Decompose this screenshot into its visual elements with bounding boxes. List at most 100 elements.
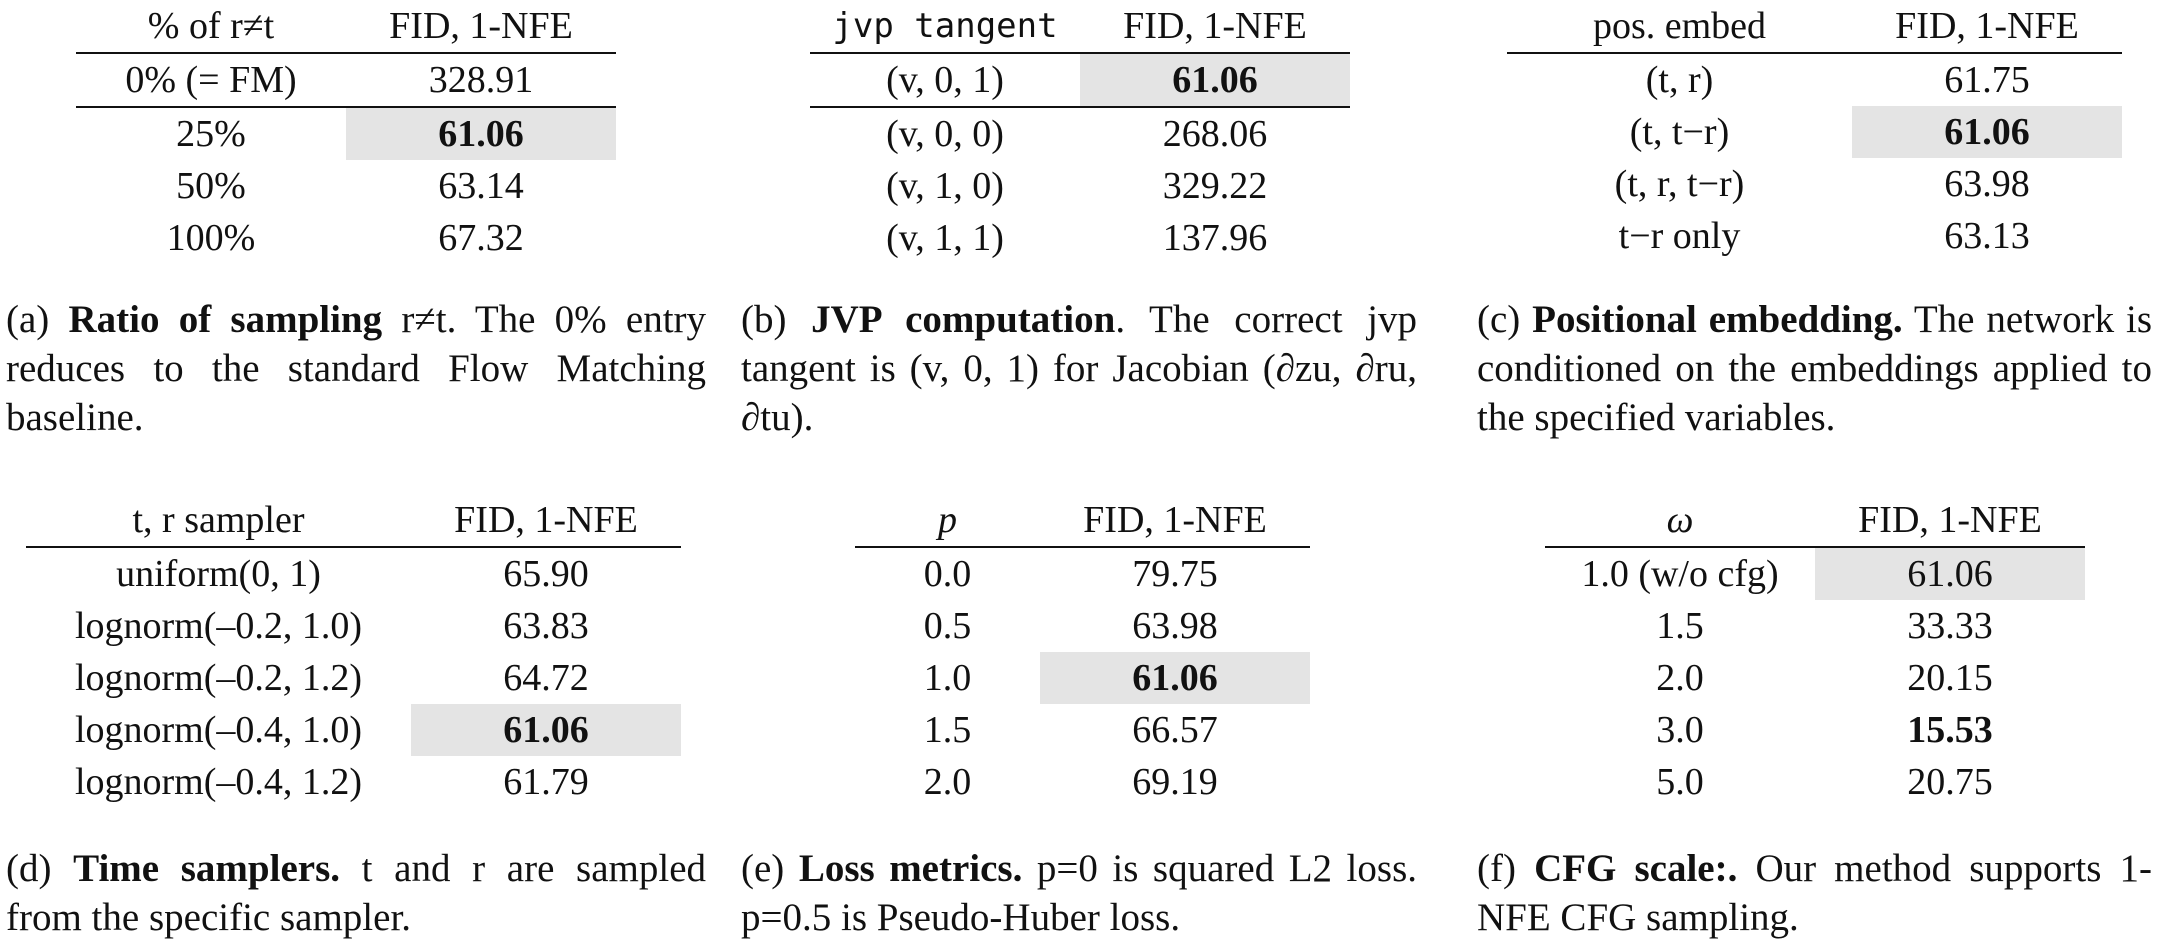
cell-fid: 63.83 — [503, 605, 589, 647]
table-row: 0.5 63.98 — [855, 600, 1310, 652]
table-row: 0% (= FM) 328.91 — [76, 53, 616, 107]
column-header: FID, 1-NFE — [1858, 499, 2042, 541]
ablation-table: ω FID, 1-NFE 1.0 (w/o cfg) 61.06 1.5 33.… — [1545, 494, 2085, 808]
table-row: (t, t−r) 61.06 — [1507, 106, 2122, 158]
cell-fid: 63.13 — [1944, 215, 2030, 257]
table-row: lognorm(–0.2, 1.0) 63.83 — [26, 600, 681, 652]
table-row: (v, 1, 0) 329.22 — [810, 160, 1350, 212]
table-row: 1.0 61.06 — [855, 652, 1310, 704]
ablation-table: t, r sampler FID, 1-NFE uniform(0, 1) 65… — [26, 494, 681, 808]
cell-fid: 67.32 — [438, 217, 524, 259]
column-header: FID, 1-NFE — [389, 5, 573, 47]
cell-setting: (v, 1, 1) — [886, 217, 1004, 259]
cell-fid: 328.91 — [428, 59, 534, 101]
table-d: t, r sampler FID, 1-NFE uniform(0, 1) 65… — [26, 494, 681, 808]
column-header: FID, 1-NFE — [1123, 5, 1307, 47]
caption-title: Positional embedding. — [1532, 298, 1903, 341]
caption-text: t and r are sampled from the specific sa… — [6, 847, 707, 939]
column-header: p — [938, 499, 957, 541]
cell-setting: lognorm(–0.2, 1.2) — [74, 657, 363, 699]
caption-label: (b) — [741, 298, 787, 341]
table-row: 3.0 15.53 — [1545, 704, 2085, 756]
cell-fid: 268.06 — [1162, 113, 1268, 155]
ablation-table: p FID, 1-NFE 0.0 79.75 0.5 63.98 1.0 61.… — [855, 494, 1310, 808]
cell-fid: 61.75 — [1944, 59, 2030, 101]
cell-fid: 63.14 — [438, 165, 524, 207]
cell-setting: (v, 0, 1) — [886, 59, 1004, 101]
table-row: uniform(0, 1) 65.90 — [26, 547, 681, 600]
caption-label: (a) — [6, 298, 50, 341]
cell-fid-best: 15.53 — [1907, 709, 1993, 751]
table-row: 2.0 20.15 — [1545, 652, 2085, 704]
cell-fid-highlighted: 61.06 — [1040, 652, 1310, 704]
table-a: % of r≠t FID, 1-NFE 0% (= FM) 328.91 25%… — [76, 0, 616, 264]
table-c: pos. embed FID, 1-NFE (t, r) 61.75 (t, t… — [1507, 0, 2122, 262]
cell-fid-highlighted: 61.06 — [1080, 53, 1350, 107]
cell-setting: 0.0 — [923, 553, 972, 595]
column-header: FID, 1-NFE — [1083, 499, 1267, 541]
caption-title: JVP computation — [811, 298, 1116, 341]
cell-fid: 20.15 — [1907, 657, 1993, 699]
table-row: 1.5 66.57 — [855, 704, 1310, 756]
cell-setting: 100% — [166, 217, 256, 259]
table-row: (v, 1, 1) 137.96 — [810, 212, 1350, 264]
table-header-row: t, r sampler FID, 1-NFE — [26, 494, 681, 547]
table-header-row: % of r≠t FID, 1-NFE — [76, 0, 616, 53]
cell-setting: 0% (= FM) — [125, 59, 297, 101]
cell-setting: t−r only — [1618, 215, 1741, 257]
cell-fid: 64.72 — [503, 657, 589, 699]
caption-label: (c) — [1477, 298, 1521, 341]
table-b: jvp tangent FID, 1-NFE (v, 0, 1) 61.06 (… — [810, 0, 1350, 264]
ablation-table: jvp tangent FID, 1-NFE (v, 0, 1) 61.06 (… — [810, 0, 1350, 264]
column-header: pos. embed — [1592, 5, 1767, 47]
caption-d: (d) Time samplers. t and r are sampled f… — [6, 844, 706, 942]
table-row: (t, r) 61.75 — [1507, 53, 2122, 106]
cell-setting: (t, r, t−r) — [1614, 163, 1745, 205]
cell-fid: 66.57 — [1132, 709, 1218, 751]
cell-setting: 2.0 — [1656, 657, 1704, 699]
caption-label: (e) — [741, 847, 785, 890]
cell-fid: 65.90 — [503, 553, 589, 595]
caption-a: (a) Ratio of sampling r≠t. The 0% entry … — [6, 295, 706, 442]
cell-setting: 1.5 — [923, 709, 972, 751]
cell-fid-highlighted: 61.06 — [411, 704, 681, 756]
cell-setting: 5.0 — [1656, 761, 1704, 803]
caption-e: (e) Loss metrics. p=0 is squared L2 loss… — [741, 844, 1417, 942]
caption-text: Our method supports 1-NFE CFG sampling. — [1477, 847, 2152, 939]
cell-setting: 25% — [176, 113, 246, 155]
table-row: t−r only 63.13 — [1507, 210, 2122, 262]
cell-setting: (v, 0, 0) — [886, 113, 1004, 155]
cell-setting: 50% — [176, 165, 246, 207]
caption-b: (b) JVP computation. The correct jvp tan… — [741, 295, 1417, 442]
cell-fid: 63.98 — [1944, 163, 2030, 205]
column-header: t, r sampler — [132, 499, 305, 541]
caption-f: (f) CFG scale:. Our method supports 1-NF… — [1477, 844, 2152, 942]
table-row: 2.0 69.19 — [855, 756, 1310, 808]
table-header-row: jvp tangent FID, 1-NFE — [810, 0, 1350, 53]
cell-fid: 63.98 — [1132, 605, 1218, 647]
cell-setting: 1.5 — [1656, 605, 1704, 647]
cell-setting: 1.0 (w/o cfg) — [1581, 553, 1779, 595]
caption-label: (d) — [6, 847, 52, 890]
table-row: 0.0 79.75 — [855, 547, 1310, 600]
table-row: 1.0 (w/o cfg) 61.06 — [1545, 547, 2085, 600]
table-row: 100% 67.32 — [76, 212, 616, 264]
cell-setting: 0.5 — [923, 605, 972, 647]
table-row: lognorm(–0.4, 1.0) 61.06 — [26, 704, 681, 756]
table-row: 5.0 20.75 — [1545, 756, 2085, 808]
caption-title: Loss metrics. — [798, 847, 1023, 890]
cell-setting: (t, r) — [1645, 59, 1714, 101]
cell-setting: uniform(0, 1) — [116, 553, 321, 595]
table-row: (v, 0, 0) 268.06 — [810, 107, 1350, 160]
table-row: (t, r, t−r) 63.98 — [1507, 158, 2122, 210]
cell-fid-highlighted: 61.06 — [346, 107, 616, 160]
table-header-row: ω FID, 1-NFE — [1545, 494, 2085, 547]
column-header: FID, 1-NFE — [1895, 5, 2079, 47]
ablation-table: pos. embed FID, 1-NFE (t, r) 61.75 (t, t… — [1507, 0, 2122, 262]
cell-fid: 20.75 — [1907, 761, 1993, 803]
cell-setting: lognorm(–0.4, 1.0) — [74, 709, 363, 751]
table-row: 50% 63.14 — [76, 160, 616, 212]
cell-fid: 33.33 — [1907, 605, 1993, 647]
caption-title: Ratio of sampling — [68, 298, 383, 341]
caption-text: The network is conditioned on the embedd… — [1477, 298, 2153, 439]
